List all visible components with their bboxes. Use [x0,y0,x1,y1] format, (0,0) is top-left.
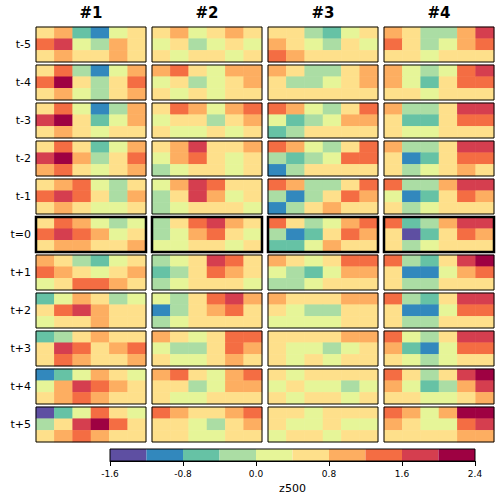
svg-text:#3: #3 [311,4,334,22]
svg-text:t-1: t-1 [16,190,31,203]
svg-text:t-3: t-3 [16,114,31,127]
svg-text:t+3: t+3 [10,342,31,355]
svg-text:t+2: t+2 [10,304,31,317]
svg-text:0.0: 0.0 [249,469,264,479]
svg-text:2.4: 2.4 [468,469,483,479]
svg-text:#2: #2 [195,4,218,22]
svg-text:-1.6: -1.6 [101,469,119,479]
svg-text:-0.8: -0.8 [174,469,192,479]
svg-text:t+1: t+1 [10,266,31,279]
svg-text:t-2: t-2 [16,152,31,165]
svg-text:1.6: 1.6 [395,469,410,479]
svg-text:z500: z500 [279,482,306,495]
svg-text:#1: #1 [79,4,102,22]
svg-text:t-5: t-5 [16,38,31,51]
svg-text:t-4: t-4 [16,76,31,89]
svg-text:t+5: t+5 [10,418,31,431]
svg-text:t=0: t=0 [10,228,31,241]
svg-text:0.8: 0.8 [322,469,337,479]
svg-text:t+4: t+4 [10,380,31,393]
svg-text:#4: #4 [427,4,450,22]
